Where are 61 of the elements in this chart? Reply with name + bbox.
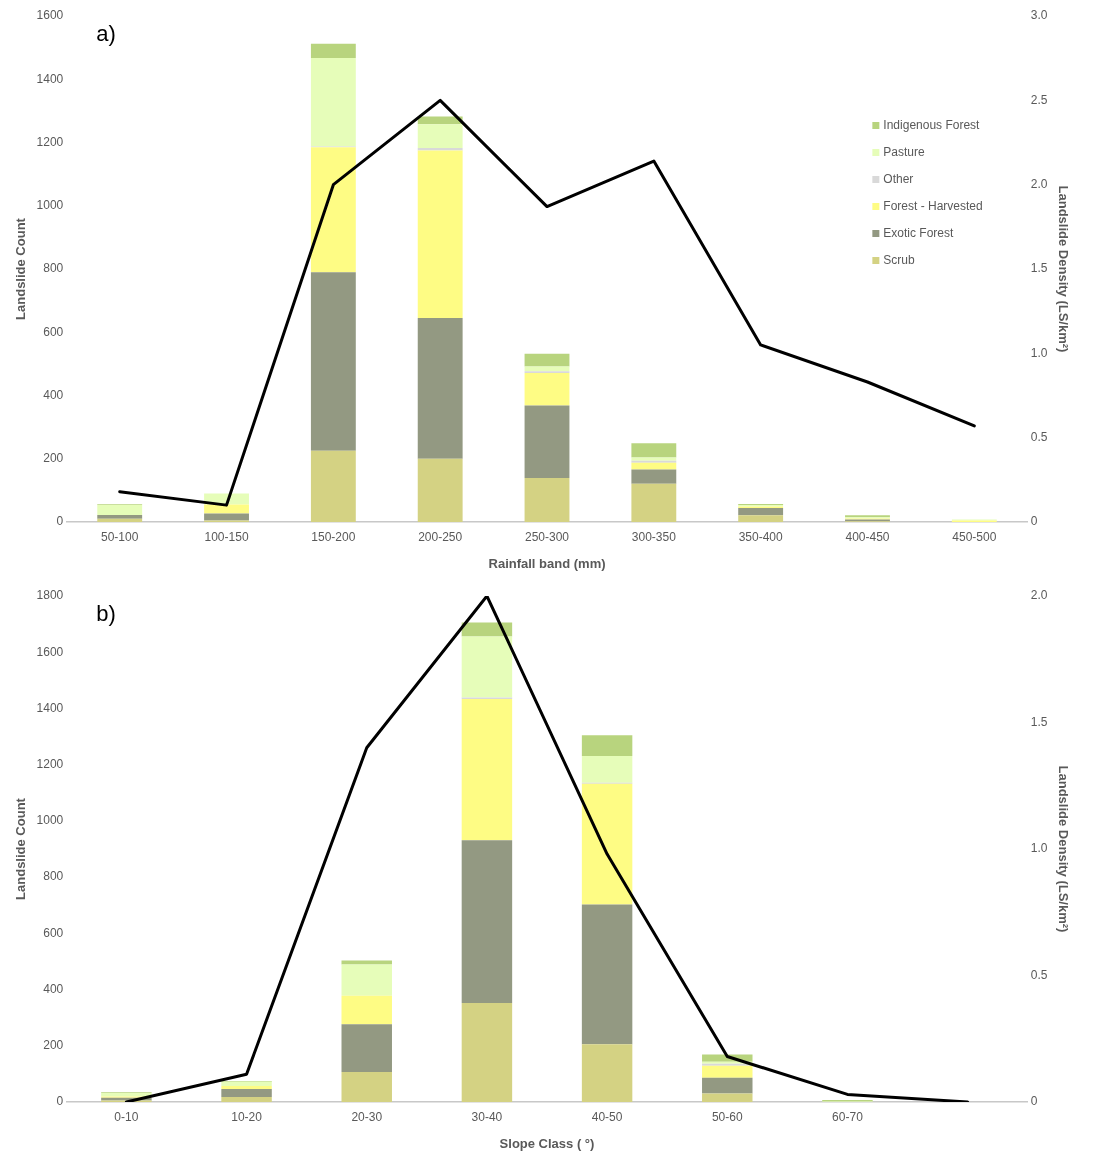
y-tick-label: 800 [43,869,64,884]
x-tick-label: 30-40 [471,1109,503,1124]
x-tick-label: 50-60 [711,1109,743,1124]
y-tick-label: 200 [43,451,64,466]
y-axis-title: Landslide Count [13,797,29,900]
x-tick-label: 20-30 [351,1109,383,1124]
y2-tick-label: 0.5 [1030,967,1048,982]
y-tick-label: 1000 [36,198,64,213]
y-axis-title: Landslide Count [13,217,29,320]
y-tick-label: 1400 [36,71,64,86]
y-tick-label: 200 [43,1038,64,1053]
y-tick-label: 1000 [36,813,64,828]
x-tick-label: 200-250 [418,529,463,544]
y2-tick-label: 0 [1030,1094,1038,1109]
legend-label: Pasture [883,145,926,160]
x-tick-label: 50-100 [101,529,139,544]
x-tick-label: 250-300 [524,529,570,544]
x-tick-label: 10-20 [231,1109,263,1124]
y-tick-label: 400 [43,387,64,402]
y2-tick-label: 2.0 [1030,588,1048,603]
y-tick-label: 1600 [36,644,64,659]
x-axis-title: Slope Class ( °) [499,1135,595,1151]
x-axis-title: Rainfall band (mm) [488,555,606,571]
chart-title: a) [96,21,116,47]
y-tick-label: 1200 [36,756,64,771]
y2-tick-label: 1.0 [1030,841,1048,856]
x-tick-label: 40-50 [591,1109,623,1124]
y-tick-label: 1200 [36,134,64,149]
y2-tick-label: 1.0 [1030,345,1048,360]
y-tick-label: 0 [56,514,64,529]
y-tick-label: 400 [43,981,64,996]
y-tick-label: 600 [43,925,64,940]
y2-tick-label: 2.0 [1030,176,1048,191]
y-tick-label: 1600 [36,8,64,23]
chart-title: b) [96,601,116,627]
y-tick-label: 0 [56,1094,64,1109]
x-tick-label: 450-500 [952,529,997,544]
y-tick-label: 800 [43,261,64,276]
y-tick-label: 1800 [36,588,64,603]
y2-tick-label: 0 [1030,514,1038,529]
y2-tick-label: 2.5 [1030,92,1048,107]
legend-label: Scrub [883,253,916,268]
legend-label: Forest - Harvested [883,199,983,214]
x-tick-label: 100-150 [204,529,249,544]
x-tick-label: 400-450 [845,529,890,544]
x-tick-label: 60-70 [832,1109,864,1124]
legend-label: Other [883,172,914,187]
x-tick-label: 0-10 [114,1109,139,1124]
y2-axis-title: Landslide Density (LS/km²) [1055,185,1071,353]
y-tick-label: 1400 [36,700,64,715]
legend-label: Exotic Forest [883,226,955,241]
y2-axis-title: Landslide Density (LS/km²) [1055,765,1071,933]
legend-label: Indigenous Forest [883,118,981,133]
y2-tick-label: 0.5 [1030,429,1048,444]
y2-tick-label: 1.5 [1030,714,1048,729]
x-tick-label: 350-400 [738,529,783,544]
y-tick-label: 600 [43,324,64,339]
y2-tick-label: 3.0 [1030,8,1048,23]
x-tick-label: 300-350 [631,529,677,544]
x-tick-label: 150-200 [311,529,356,544]
y2-tick-label: 1.5 [1030,261,1048,276]
